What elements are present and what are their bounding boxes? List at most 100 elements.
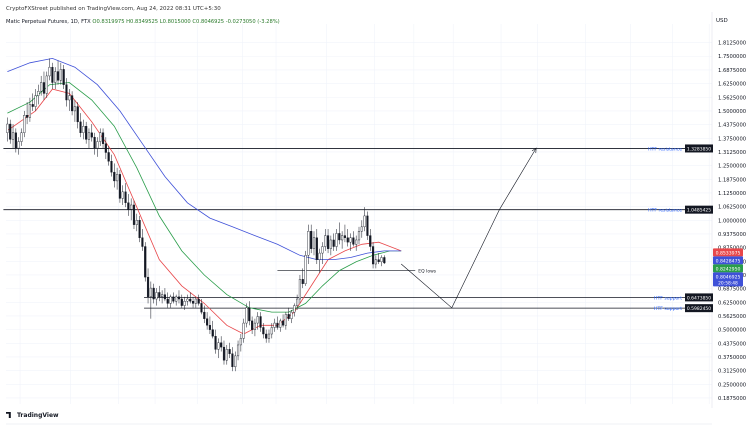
ema-line-red [7, 88, 402, 335]
candle-body [101, 132, 105, 144]
candle-body [54, 71, 57, 83]
y-tick-label: 0.1875000 [718, 396, 746, 402]
candle-body [59, 69, 62, 81]
candle-body [281, 320, 285, 326]
candle-body [380, 257, 383, 263]
y-tick-label: 1.1875000 [718, 177, 746, 183]
symbol-label: Matic Perpetual Futures, 1D, FTX [6, 19, 91, 25]
candle-body [366, 215, 369, 236]
candle-body [217, 342, 220, 350]
candle-body [296, 298, 299, 306]
candle-body [183, 301, 186, 306]
y-tick-label: 1.6875000 [718, 68, 746, 74]
candle-body [99, 132, 102, 142]
price-tag: 0.8046925 [716, 274, 741, 280]
candle-body [293, 305, 296, 313]
candle-body [158, 292, 161, 298]
candle-body [172, 296, 175, 302]
candle-body [343, 235, 347, 238]
price-tag: 0.8428475 [716, 258, 741, 264]
candle-body [135, 220, 138, 225]
y-axis: USD 1.8125000 1.7500000 1.6875000 1.6250000 1… [711, 12, 746, 408]
logo-text: TradingView [17, 412, 59, 419]
y-tick-label: 0.4375000 [718, 341, 746, 347]
candle-body [132, 204, 136, 225]
price-tag: 0.8242950 [716, 266, 741, 272]
candle-body [279, 320, 282, 328]
level-label: HTF resistance [648, 146, 682, 152]
candle-body [234, 355, 237, 368]
candle-body [177, 296, 181, 300]
candle-body [48, 66, 51, 77]
candle-body [23, 115, 26, 133]
ema-line-green [7, 82, 402, 313]
candle-body [11, 132, 15, 140]
candle-body [326, 235, 330, 249]
candle-body [228, 349, 231, 354]
candle-body [222, 346, 226, 361]
candle-body [287, 314, 290, 319]
y-tick-label: 0.6250000 [718, 300, 746, 306]
candle-body [307, 231, 310, 256]
candle-body [259, 316, 262, 328]
y-tick-label: 1.3750000 [718, 136, 746, 142]
candle-body [360, 226, 363, 232]
low-value: L0.8015000 [159, 19, 191, 25]
x-axis: 14Apr18May16Jun13Jul18Aug15Sep14Oct17Nov… [6, 423, 712, 425]
candle-body [9, 123, 12, 140]
candle-body [338, 233, 341, 241]
level-label: HTF support [654, 295, 682, 301]
candle-body [28, 104, 31, 118]
candle-body [166, 298, 169, 304]
candle-body [31, 104, 34, 107]
candle-body [242, 322, 245, 339]
candle-body [127, 202, 130, 210]
candles [6, 58, 386, 372]
candle-body [321, 246, 324, 254]
y-tick-label: 0.5000000 [718, 328, 746, 334]
price-tag: 0.8533975 [716, 250, 741, 256]
price-tag-countdown: 20:58:48 [718, 280, 738, 286]
candle-body [169, 296, 172, 304]
y-tick-label: 0.5625000 [718, 314, 746, 320]
candle-body [369, 235, 372, 247]
level-tag: 0.5982450 [687, 306, 711, 312]
candle-body [186, 298, 189, 302]
candle-body [189, 298, 192, 302]
candle-body [220, 342, 223, 348]
candle-body [37, 91, 40, 96]
level-tag-bg [685, 293, 713, 302]
candle-body [357, 231, 361, 241]
candle-body [14, 132, 17, 149]
candle-body [118, 174, 121, 199]
candle-body [290, 311, 293, 319]
projection-arrowhead [531, 147, 537, 154]
candle-body [161, 294, 164, 298]
moving-averages [7, 57, 402, 335]
candle-body [62, 69, 65, 85]
candle-body [87, 132, 91, 140]
y-tick-label: 0.3125000 [718, 369, 746, 375]
candle-body [262, 327, 265, 335]
candle-body [341, 235, 344, 241]
candle-body [197, 298, 200, 304]
y-tick-label: 1.8125000 [718, 41, 746, 47]
candle-body [45, 75, 48, 94]
price-tag-bg [713, 248, 743, 257]
candle-body [68, 95, 71, 101]
candle-body [200, 303, 203, 313]
candle-body [76, 106, 79, 123]
candle-body [191, 301, 195, 304]
tradingview-logo[interactable]: TradingView [6, 412, 59, 419]
candle-body [155, 292, 158, 300]
candle-body [40, 82, 43, 92]
y-tick-label: 0.9375000 [718, 232, 746, 238]
candle-body [206, 318, 209, 326]
candle-body [90, 132, 93, 138]
y-tick-label: 1.7500000 [718, 54, 746, 60]
open-value: O0.8319975 [92, 19, 125, 25]
candle-body [85, 126, 88, 140]
candle-body [270, 327, 273, 335]
candle-body [26, 115, 29, 118]
